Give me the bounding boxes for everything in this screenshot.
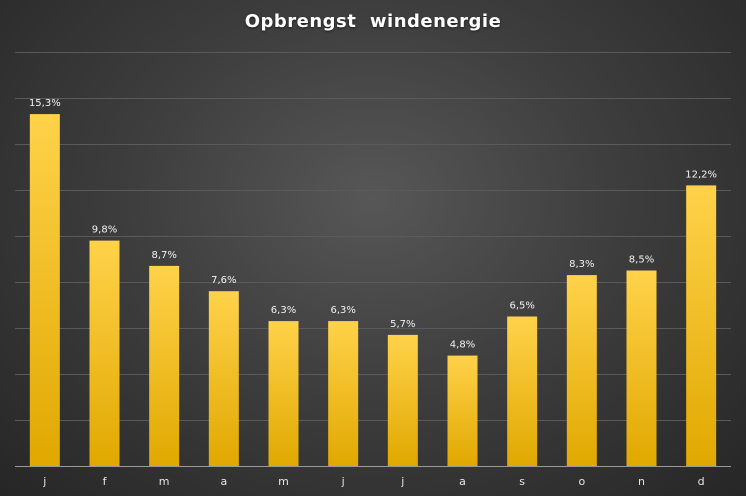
data-label: 9,8% — [92, 225, 117, 236]
x-tick-label: s — [519, 475, 525, 488]
bar-6 — [328, 321, 359, 466]
bar-4 — [208, 291, 239, 466]
data-label: 5,7% — [390, 319, 415, 330]
x-tick-label: d — [698, 475, 705, 488]
data-label: 12,2% — [685, 169, 717, 180]
x-tick-label: f — [103, 475, 108, 488]
data-label: 4,8% — [450, 340, 475, 351]
data-label: 8,3% — [569, 259, 594, 270]
chart-title: Opbrengst windenergie — [244, 11, 502, 32]
data-label: 6,3% — [330, 305, 355, 316]
bar-11 — [626, 270, 657, 466]
x-tick-label: a — [220, 475, 227, 488]
bar-1 — [29, 114, 60, 466]
bar-2 — [89, 240, 120, 466]
data-label: 7,6% — [211, 275, 236, 286]
data-label: 15,3% — [29, 98, 61, 109]
data-label: 8,5% — [629, 255, 654, 266]
bar-9 — [507, 316, 538, 466]
bar-12 — [686, 185, 717, 466]
x-tick-label: m — [159, 475, 170, 488]
x-tick-label: a — [459, 475, 466, 488]
x-tick-label: n — [638, 475, 645, 488]
data-label: 8,7% — [151, 250, 176, 261]
bar-8 — [447, 355, 478, 466]
bar-5 — [268, 321, 299, 466]
bar-3 — [149, 265, 180, 466]
x-tick-label: o — [578, 475, 585, 488]
bar-10 — [566, 275, 597, 466]
x-tick-label: j — [400, 475, 404, 488]
data-label: 6,5% — [509, 301, 534, 312]
x-tick-label: j — [42, 475, 46, 488]
data-label: 6,3% — [271, 305, 296, 316]
x-tick-label: j — [341, 475, 345, 488]
bar-7 — [387, 334, 418, 466]
x-tick-label: m — [278, 475, 289, 488]
